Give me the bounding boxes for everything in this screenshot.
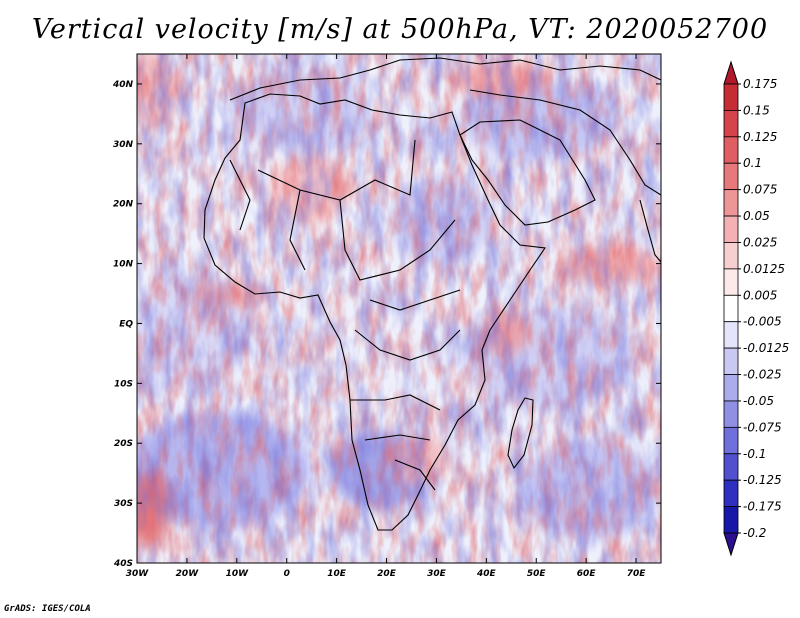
colorbar-label: -0.125 [743,473,782,487]
colorbar-label: -0.175 [743,500,782,514]
y-tick-label: 20N [113,200,134,210]
colorbar-label: 0.1 [743,156,762,170]
colorbar-swatch [723,506,739,534]
colorbar-swatch [723,215,739,243]
colorbar-swatch [723,347,739,375]
colorbar-label: 0.0125 [743,262,785,276]
plot-frame [136,53,662,564]
colorbar-swatch [723,400,739,428]
y-tick-label: 30N [113,140,134,150]
colorbar-label: 0.125 [743,130,777,144]
colorbar-label: 0.005 [743,288,777,302]
x-tick-label: 0 [284,569,290,579]
coastlines [203,57,661,531]
y-tick-label: 40N [112,80,134,90]
y-tick-label: 10S [114,379,133,389]
x-tick-label: 60E [577,569,597,579]
colorbar-swatch [723,83,739,111]
colorbar-swatch [723,321,739,349]
x-tick-label: 30E [427,569,447,579]
colorbar-swatch [723,294,739,323]
y-tick-label: EQ [119,319,133,329]
colorbar-swatch [723,110,739,138]
colorbar-label: -0.005 [743,315,782,329]
colorbar-label: 0.15 [743,103,770,117]
axis-ticks: 30W 20W 10W 0 10E 20E 30E 40E 50E 60E 70E 40N 30N 20N… [112,54,661,579]
colorbar-swatch [723,374,739,402]
x-tick-label: 50E [527,569,547,579]
colorbar-label: -0.2 [743,526,766,540]
map-title: Vertical velocity [m/s] at 500hPa, VT: 2… [31,14,769,45]
x-tick-label: 20E [377,569,397,579]
y-tick-label: 20S [114,439,133,449]
colorbar-swatch [723,162,739,191]
colorbar-swatch [723,242,739,270]
colorbar-label: -0.075 [743,420,782,434]
x-tick-label: 10E [327,569,347,579]
footer-credit: GrADS: IGES/COLA [4,604,91,614]
colorbar: 0.175 0.15 0.125 0.1 0.075 0.05 0.025 0.0125 0.0… [723,60,789,557]
x-tick-label: 40E [476,569,497,579]
colorbar-swatch [723,479,739,507]
colorbar-swatch [723,426,739,455]
colorbar-swatch [723,136,739,164]
x-tick-label: 30W [126,569,150,579]
velocity-field [137,54,661,563]
colorbar-label: 0.075 [743,183,777,197]
colorbar-swatch [723,453,739,481]
colorbar-swatch [723,268,739,296]
colorbar-bottom-arrow [723,532,739,557]
colorbar-label: 0.025 [743,235,777,249]
colorbar-label: -0.025 [743,368,782,382]
y-tick-label: 30S [114,499,133,509]
colorbar-label: -0.05 [743,394,774,408]
colorbar-label: 0.175 [743,77,777,91]
colorbar-swatch [723,189,739,217]
colorbar-label: -0.1 [743,447,766,461]
x-tick-label: 70E [627,569,647,579]
colorbar-label: -0.0125 [743,341,789,355]
colorbar-top-arrow [723,60,739,85]
x-tick-label: 10W [226,569,250,579]
y-tick-label: 10N [113,260,134,270]
colorbar-label: 0.05 [743,209,770,223]
y-tick-label: 40S [113,559,133,569]
x-tick-label: 20W [176,569,200,579]
